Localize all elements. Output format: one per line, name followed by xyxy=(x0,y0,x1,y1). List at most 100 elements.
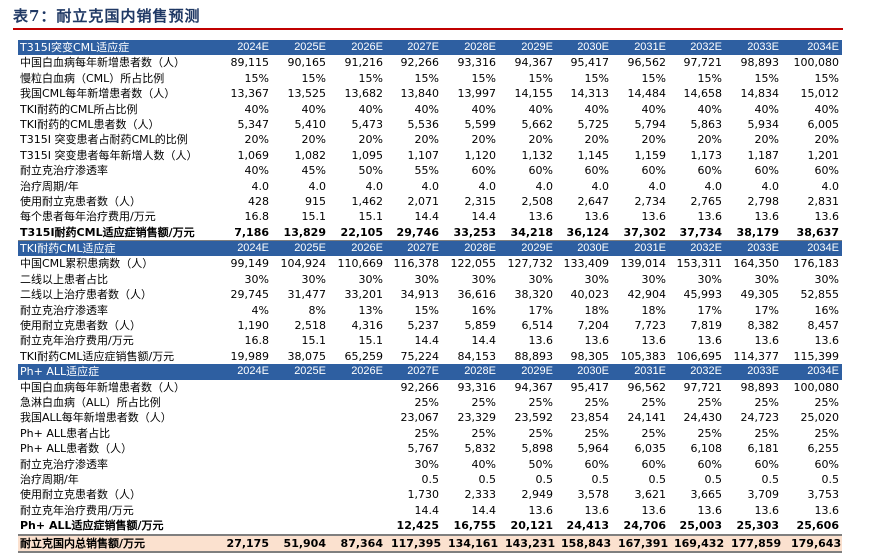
year-header-cell: 2025E xyxy=(294,41,326,53)
value-cell: 15% xyxy=(414,303,439,317)
value-cell: 25% xyxy=(641,426,666,440)
value-cell: 5,599 xyxy=(464,117,497,131)
value-cell: 25% xyxy=(697,395,722,409)
value-cell: 15% xyxy=(471,71,496,85)
value-cell: 23,329 xyxy=(457,411,497,425)
value-cell: 45% xyxy=(301,164,326,178)
value-cell: 1,187 xyxy=(747,148,780,162)
value-cell: 14.4 xyxy=(471,334,497,348)
value-cell: 15.1 xyxy=(358,334,384,348)
year-header-cell: 2028E xyxy=(464,242,496,255)
value-cell: 60% xyxy=(641,164,666,178)
value-cell: 23,592 xyxy=(514,411,554,425)
value-cell: 37,302 xyxy=(623,225,666,239)
value-cell: 36,124 xyxy=(566,225,609,239)
year-header-cell: 2028E xyxy=(464,41,496,53)
value-cell: 13.6 xyxy=(528,503,554,517)
row-label: 我国ALL每年新增患者数（人） xyxy=(20,411,172,425)
value-cell: 60% xyxy=(697,164,722,178)
value-cell: 99,149 xyxy=(230,257,270,271)
year-header-cell: 2032E xyxy=(690,365,722,378)
value-cell: 40% xyxy=(528,102,553,116)
value-cell: 37,734 xyxy=(679,225,722,239)
value-cell: 4.0 xyxy=(648,179,667,193)
value-cell: 100,080 xyxy=(793,56,840,70)
forecast-table: T315I突变CML适应症 2024E 2025E 2026E 2027E 2028E 20… xyxy=(18,40,842,553)
value-cell: 25% xyxy=(814,426,839,440)
value-cell: 30% xyxy=(414,272,439,286)
table-row: Ph+ ALL患者占比 25% 25% 25% 25% 25% 25% 25% 25% xyxy=(18,426,842,441)
value-cell: 5,898 xyxy=(521,442,554,456)
value-cell: 4.0 xyxy=(421,179,440,193)
row-label: T315I 突变患者每年新增人数（人） xyxy=(20,148,198,162)
value-cell: 15% xyxy=(584,71,609,85)
row-label: 中国白血病每年新增患者数（人） xyxy=(20,380,185,394)
value-cell: 100,080 xyxy=(793,380,840,394)
value-cell: 93,316 xyxy=(457,380,497,394)
value-cell: 40% xyxy=(301,102,326,116)
value-cell: 36,616 xyxy=(457,288,497,302)
value-cell: 13.6 xyxy=(584,334,610,348)
value-cell: 38,320 xyxy=(514,288,554,302)
value-cell: 25% xyxy=(471,395,496,409)
value-cell: 40% xyxy=(641,102,666,116)
value-cell: 13.6 xyxy=(528,210,554,224)
value-cell: 143,231 xyxy=(505,536,556,550)
value-cell: 1,095 xyxy=(351,148,384,162)
value-cell: 134,161 xyxy=(448,536,499,550)
table-row: TKI耐药CML适应症销售额/万元 19,989 38,075 65,259 75,22… xyxy=(18,349,842,364)
value-cell: 30% xyxy=(301,272,326,286)
value-cell: 164,350 xyxy=(733,257,780,271)
year-header-cell: 2030E xyxy=(577,242,609,255)
value-cell: 110,669 xyxy=(337,257,384,271)
value-cell: 13.6 xyxy=(584,503,610,517)
value-cell: 2,765 xyxy=(690,194,723,208)
value-cell: 3,665 xyxy=(690,488,723,502)
value-cell: 0.5 xyxy=(535,472,554,486)
value-cell: 25% xyxy=(528,395,553,409)
value-cell: 15% xyxy=(528,71,553,85)
row-label: T315I突变CML适应症 xyxy=(20,41,130,54)
row-label: Ph+ ALL患者占比 xyxy=(20,426,111,440)
value-cell: 12,425 xyxy=(396,519,439,533)
value-cell: 169,432 xyxy=(674,536,725,550)
year-header-cell: 2025E xyxy=(294,242,326,255)
row-label: 急淋白血病（ALL）所占比例 xyxy=(20,395,161,409)
value-cell: 18% xyxy=(584,303,609,317)
value-cell: 40% xyxy=(244,164,269,178)
value-cell: 122,055 xyxy=(450,257,497,271)
value-cell: 8% xyxy=(308,303,326,317)
value-cell: 92,266 xyxy=(400,380,440,394)
value-cell: 24,141 xyxy=(627,411,667,425)
value-cell: 6,005 xyxy=(807,117,840,131)
value-cell: 4.0 xyxy=(591,179,610,193)
value-cell: 30% xyxy=(244,272,269,286)
value-cell: 179,643 xyxy=(791,536,842,550)
value-cell: 42,904 xyxy=(627,288,667,302)
value-cell: 15.1 xyxy=(301,334,327,348)
table-row: 每个患者每年治疗费用/万元 16.8 15.1 15.1 14.4 14.4 13.6 13.… xyxy=(18,209,842,224)
row-label: 使用耐立克患者数（人） xyxy=(20,488,141,502)
table-row: 治疗周期/年 0.5 0.5 0.5 0.5 0.5 0.5 0.5 0.5 xyxy=(18,472,842,487)
value-cell: 13.6 xyxy=(814,334,840,348)
value-cell: 15,012 xyxy=(800,87,840,101)
year-header-cell: 2025E xyxy=(294,365,326,378)
value-cell: 24,430 xyxy=(683,411,723,425)
value-cell: 40% xyxy=(244,102,269,116)
value-cell: 20% xyxy=(358,133,383,147)
value-cell: 14.4 xyxy=(414,210,440,224)
value-cell: 60% xyxy=(814,164,839,178)
row-label: 二线以上患者占比 xyxy=(20,272,108,286)
value-cell: 24,723 xyxy=(740,411,780,425)
year-header-cell: 2034E xyxy=(807,242,839,255)
value-cell: 7,819 xyxy=(690,319,723,333)
value-cell: 428 xyxy=(248,194,269,208)
value-cell: 60% xyxy=(584,164,609,178)
value-cell: 95,417 xyxy=(570,380,610,394)
value-cell: 14.4 xyxy=(414,503,440,517)
value-cell: 25,003 xyxy=(679,519,722,533)
table-title-bar: 表7：耐立克国内销售预测 xyxy=(13,2,843,30)
value-cell: 13.6 xyxy=(754,210,780,224)
value-cell: 52,855 xyxy=(800,288,840,302)
value-cell: 15% xyxy=(414,71,439,85)
